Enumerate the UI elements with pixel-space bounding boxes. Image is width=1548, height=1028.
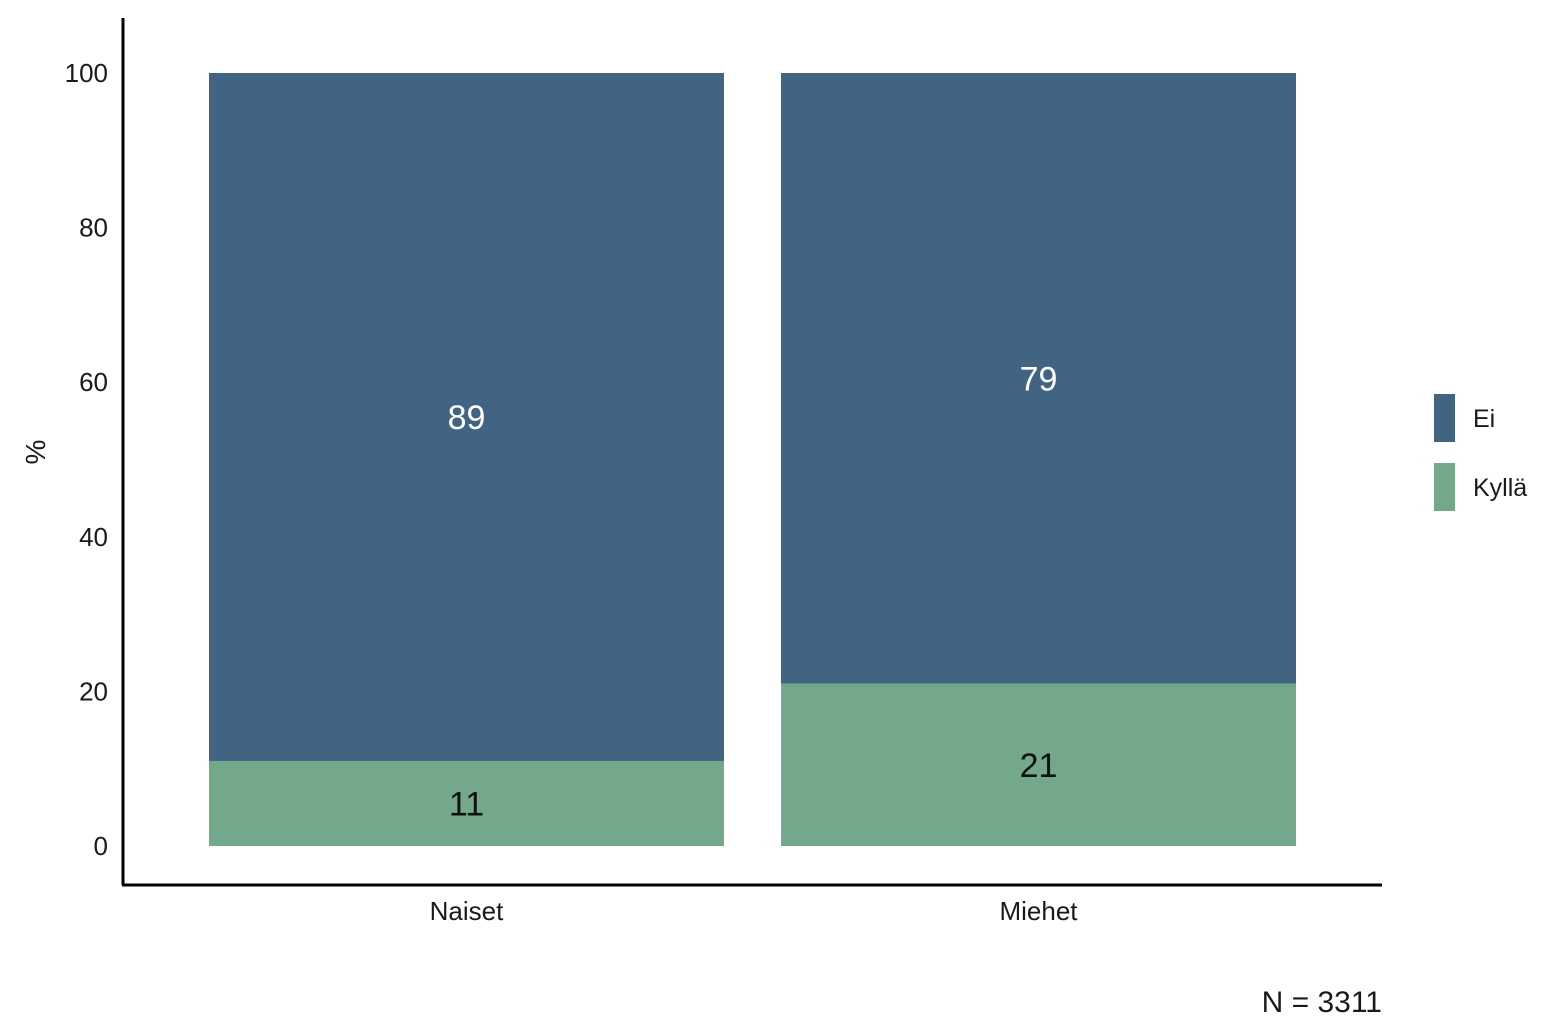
y-tick-label: 60 <box>79 367 108 397</box>
y-tick-label: 80 <box>79 213 108 243</box>
data-label-naiset-kylla: 11 <box>449 785 484 823</box>
x-tick-label-miehet: Miehet <box>999 896 1078 926</box>
data-label-naiset-ei: 89 <box>448 399 486 437</box>
sample-size-note: N = 3311 <box>1262 986 1382 1019</box>
data-label-miehet-ei: 79 <box>1020 360 1058 398</box>
legend-swatch-kylla <box>1434 463 1455 511</box>
bar-miehet-kylla <box>781 683 1296 846</box>
bar-naiset-kylla <box>209 760 724 846</box>
bar-miehet-ei <box>781 73 1296 684</box>
legend-label-kylla: Kyllä <box>1473 474 1527 502</box>
legend: Ei Kyllä <box>1434 394 1527 511</box>
data-label-miehet-kylla: 21 <box>1020 747 1058 785</box>
bars-group <box>209 73 1296 846</box>
legend-label-ei: Ei <box>1473 405 1495 433</box>
bar-naiset-ei <box>209 73 724 761</box>
y-tick-label: 40 <box>79 522 108 552</box>
y-tick-label: 0 <box>94 831 108 861</box>
y-tick-label: 100 <box>65 58 108 88</box>
y-axis-title: % <box>20 440 51 465</box>
x-tick-label-naiset: Naiset <box>430 896 504 926</box>
y-ticks-group: 0 20 40 60 80 100 <box>65 58 108 861</box>
x-ticks-group: Naiset Miehet <box>430 896 1079 926</box>
y-tick-label: 20 <box>79 676 108 706</box>
legend-swatch-ei <box>1434 394 1455 442</box>
segment-labels-group: 11 89 21 79 <box>448 360 1058 823</box>
